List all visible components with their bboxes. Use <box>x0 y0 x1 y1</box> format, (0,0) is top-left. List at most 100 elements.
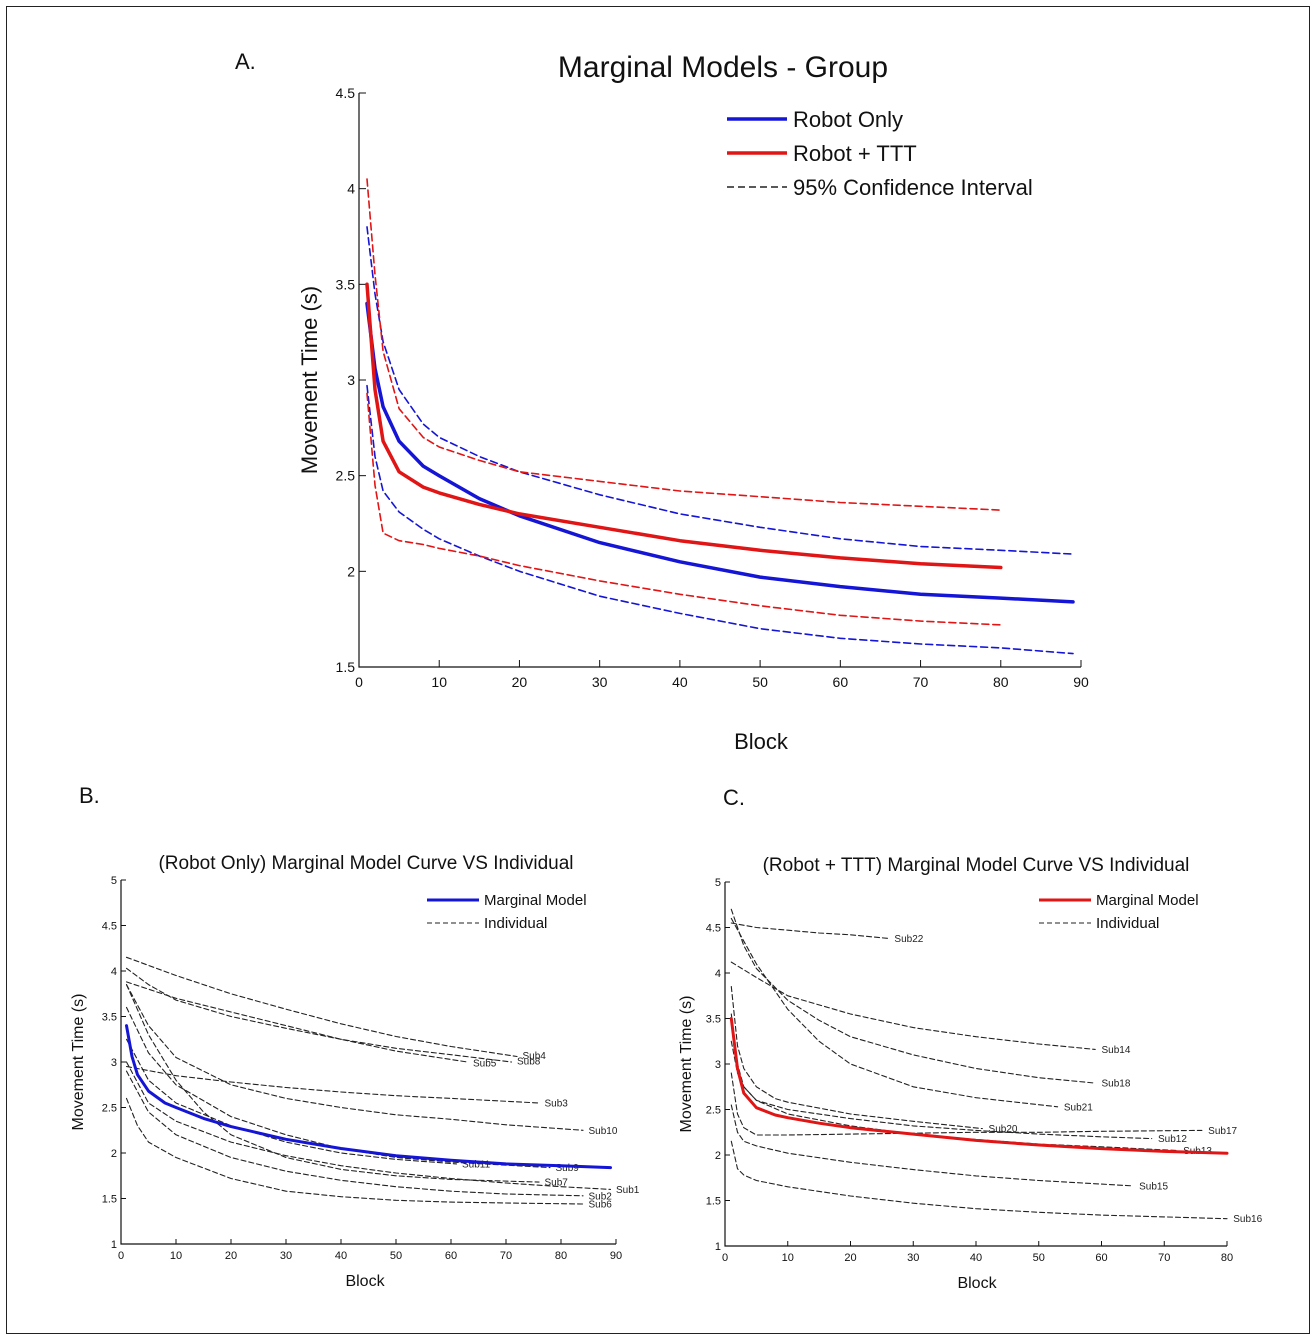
series-line-marginal-model <box>125 1024 612 1170</box>
figure: A. B. C. 0 10 20 30 40 50 60 70 80 90 1.5 2 2.5 3 3.5 4… <box>6 6 1310 1334</box>
x-tick-label: 70 <box>913 674 929 690</box>
series-line-sub18 <box>730 908 1096 1084</box>
x-tick-label: 10 <box>170 1250 182 1262</box>
series-line-sub10 <box>125 984 584 1131</box>
x-axis-label: Block <box>734 729 789 754</box>
y-tick-label: 2.5 <box>102 1103 117 1115</box>
x-tick-label: 40 <box>970 1252 982 1264</box>
x-tick-label: 70 <box>1158 1252 1170 1264</box>
chart-title: (Robot Only) Marginal Model Curve VS Ind… <box>158 853 573 874</box>
series-label-sub17: Sub17 <box>1208 1126 1237 1137</box>
y-tick-label: 1 <box>715 1241 721 1253</box>
x-tick-label: 20 <box>844 1252 856 1264</box>
x-tick-label: 30 <box>907 1252 919 1264</box>
x-axis-label: Block <box>957 1275 997 1292</box>
x-tick-label: 60 <box>445 1250 457 1262</box>
series-line-sub5 <box>125 981 469 1063</box>
x-tick-label: 70 <box>500 1250 512 1262</box>
y-tick-label: 4.5 <box>706 923 721 935</box>
panel-letter-b: B. <box>79 783 100 808</box>
y-tick-label: 2 <box>347 563 355 579</box>
x-tick-label: 0 <box>722 1252 728 1264</box>
y-tick-label: 3 <box>715 1059 721 1071</box>
y-tick-label: 3.5 <box>336 276 356 292</box>
series-line-sub9 <box>125 1006 551 1169</box>
series-label-sub12: Sub12 <box>1158 1134 1187 1145</box>
series-label-sub14: Sub14 <box>1102 1045 1131 1056</box>
series-line-robot-ttt-ci-lower <box>366 392 1002 626</box>
series-label-sub16: Sub16 <box>1233 1214 1262 1225</box>
y-tick-label: 3.5 <box>706 1014 721 1026</box>
series-line-sub4 <box>125 956 518 1058</box>
series-line-sub20 <box>730 986 983 1130</box>
series-label-sub18: Sub18 <box>1102 1079 1131 1090</box>
legend-entry-individual: Individual <box>484 915 547 932</box>
x-tick-label: 0 <box>118 1250 124 1262</box>
series-label-sub22: Sub22 <box>894 934 923 945</box>
series-line-sub1 <box>125 1061 612 1190</box>
series-label-sub4: Sub4 <box>523 1051 547 1062</box>
series-line-sub22 <box>730 922 889 939</box>
panel-letter-c: C. <box>723 785 745 810</box>
x-tick-label: 60 <box>833 674 849 690</box>
x-tick-label: 80 <box>1221 1252 1233 1264</box>
y-tick-label: 1 <box>111 1239 117 1251</box>
x-tick-label: 30 <box>280 1250 292 1262</box>
x-tick-label: 90 <box>1073 674 1089 690</box>
series-line-sub2 <box>125 1070 584 1197</box>
chart-panel-c: 0 10 20 30 40 50 60 70 80 1 1.5 2 2.5 3 3.5 4 4.5 5 (Robot… <box>678 855 1263 1292</box>
x-tick-label: 60 <box>1095 1252 1107 1264</box>
series-label-sub2: Sub2 <box>589 1191 613 1202</box>
y-tick-label: 2.5 <box>336 468 356 484</box>
x-tick-label: 10 <box>431 674 447 690</box>
series-label-sub7: Sub7 <box>545 1178 569 1189</box>
legend-entry-individual: Individual <box>1096 915 1159 932</box>
x-tick-label: 40 <box>672 674 688 690</box>
series-line-sub6 <box>125 1097 584 1205</box>
y-tick-label: 2.5 <box>706 1105 721 1117</box>
chart-panel-b: 0 10 20 30 40 50 60 70 80 90 1 1.5 2 2.5 3 3.5 4 4.5 5 (Rob… <box>70 853 640 1290</box>
x-tick-label: 80 <box>555 1250 567 1262</box>
y-tick-label: 4 <box>111 966 117 978</box>
series-label-sub5: Sub5 <box>473 1058 497 1069</box>
series-label-sub11: Sub11 <box>462 1159 491 1170</box>
x-tick-label: 50 <box>752 674 768 690</box>
series-label-sub15: Sub15 <box>1139 1181 1168 1192</box>
series-line-sub7 <box>125 984 540 1183</box>
x-tick-label: 40 <box>335 1250 347 1262</box>
chart-title: Marginal Models - Group <box>558 51 888 84</box>
series-line-sub15 <box>730 1104 1134 1187</box>
series-line-sub14 <box>730 961 1096 1050</box>
series-line-sub21 <box>730 917 1059 1108</box>
y-tick-label: 4.5 <box>336 85 356 101</box>
legend-entry-95-confidence-interval: 95% Confidence Interval <box>793 175 1033 200</box>
y-axis-label: Movement Time (s) <box>297 286 322 474</box>
series-label-sub8: Sub8 <box>517 1057 541 1068</box>
panel-letter-a: A. <box>235 49 256 74</box>
series-line-robot-only-ci-upper <box>366 226 1074 555</box>
y-tick-label: 2 <box>715 1150 721 1162</box>
y-tick-label: 5 <box>111 875 117 887</box>
y-axis-label: Movement Time (s) <box>70 994 87 1131</box>
x-tick-label: 10 <box>782 1252 794 1264</box>
x-tick-label: 20 <box>512 674 528 690</box>
series-label-sub10: Sub10 <box>589 1126 618 1137</box>
x-tick-label: 80 <box>993 674 1009 690</box>
x-tick-label: 50 <box>1033 1252 1045 1264</box>
x-tick-label: 90 <box>610 1250 622 1262</box>
y-tick-label: 3 <box>347 372 355 388</box>
legend-entry-robot-only: Robot Only <box>793 107 903 132</box>
x-tick-label: 0 <box>355 674 363 690</box>
series-label-sub21: Sub21 <box>1064 1102 1093 1113</box>
x-tick-label: 50 <box>390 1250 402 1262</box>
x-axis-label: Block <box>345 1273 385 1290</box>
y-tick-label: 5 <box>715 877 721 889</box>
series-label-sub3: Sub3 <box>545 1098 569 1109</box>
y-tick-label: 3.5 <box>102 1012 117 1024</box>
y-tick-label: 4.5 <box>102 921 117 933</box>
series-line-sub17 <box>730 1072 1203 1136</box>
series-label-sub9: Sub9 <box>556 1163 580 1174</box>
series-label-sub6: Sub6 <box>589 1199 613 1210</box>
legend-entry-marginal-model: Marginal Model <box>484 892 587 909</box>
series-label-sub20: Sub20 <box>989 1124 1018 1135</box>
